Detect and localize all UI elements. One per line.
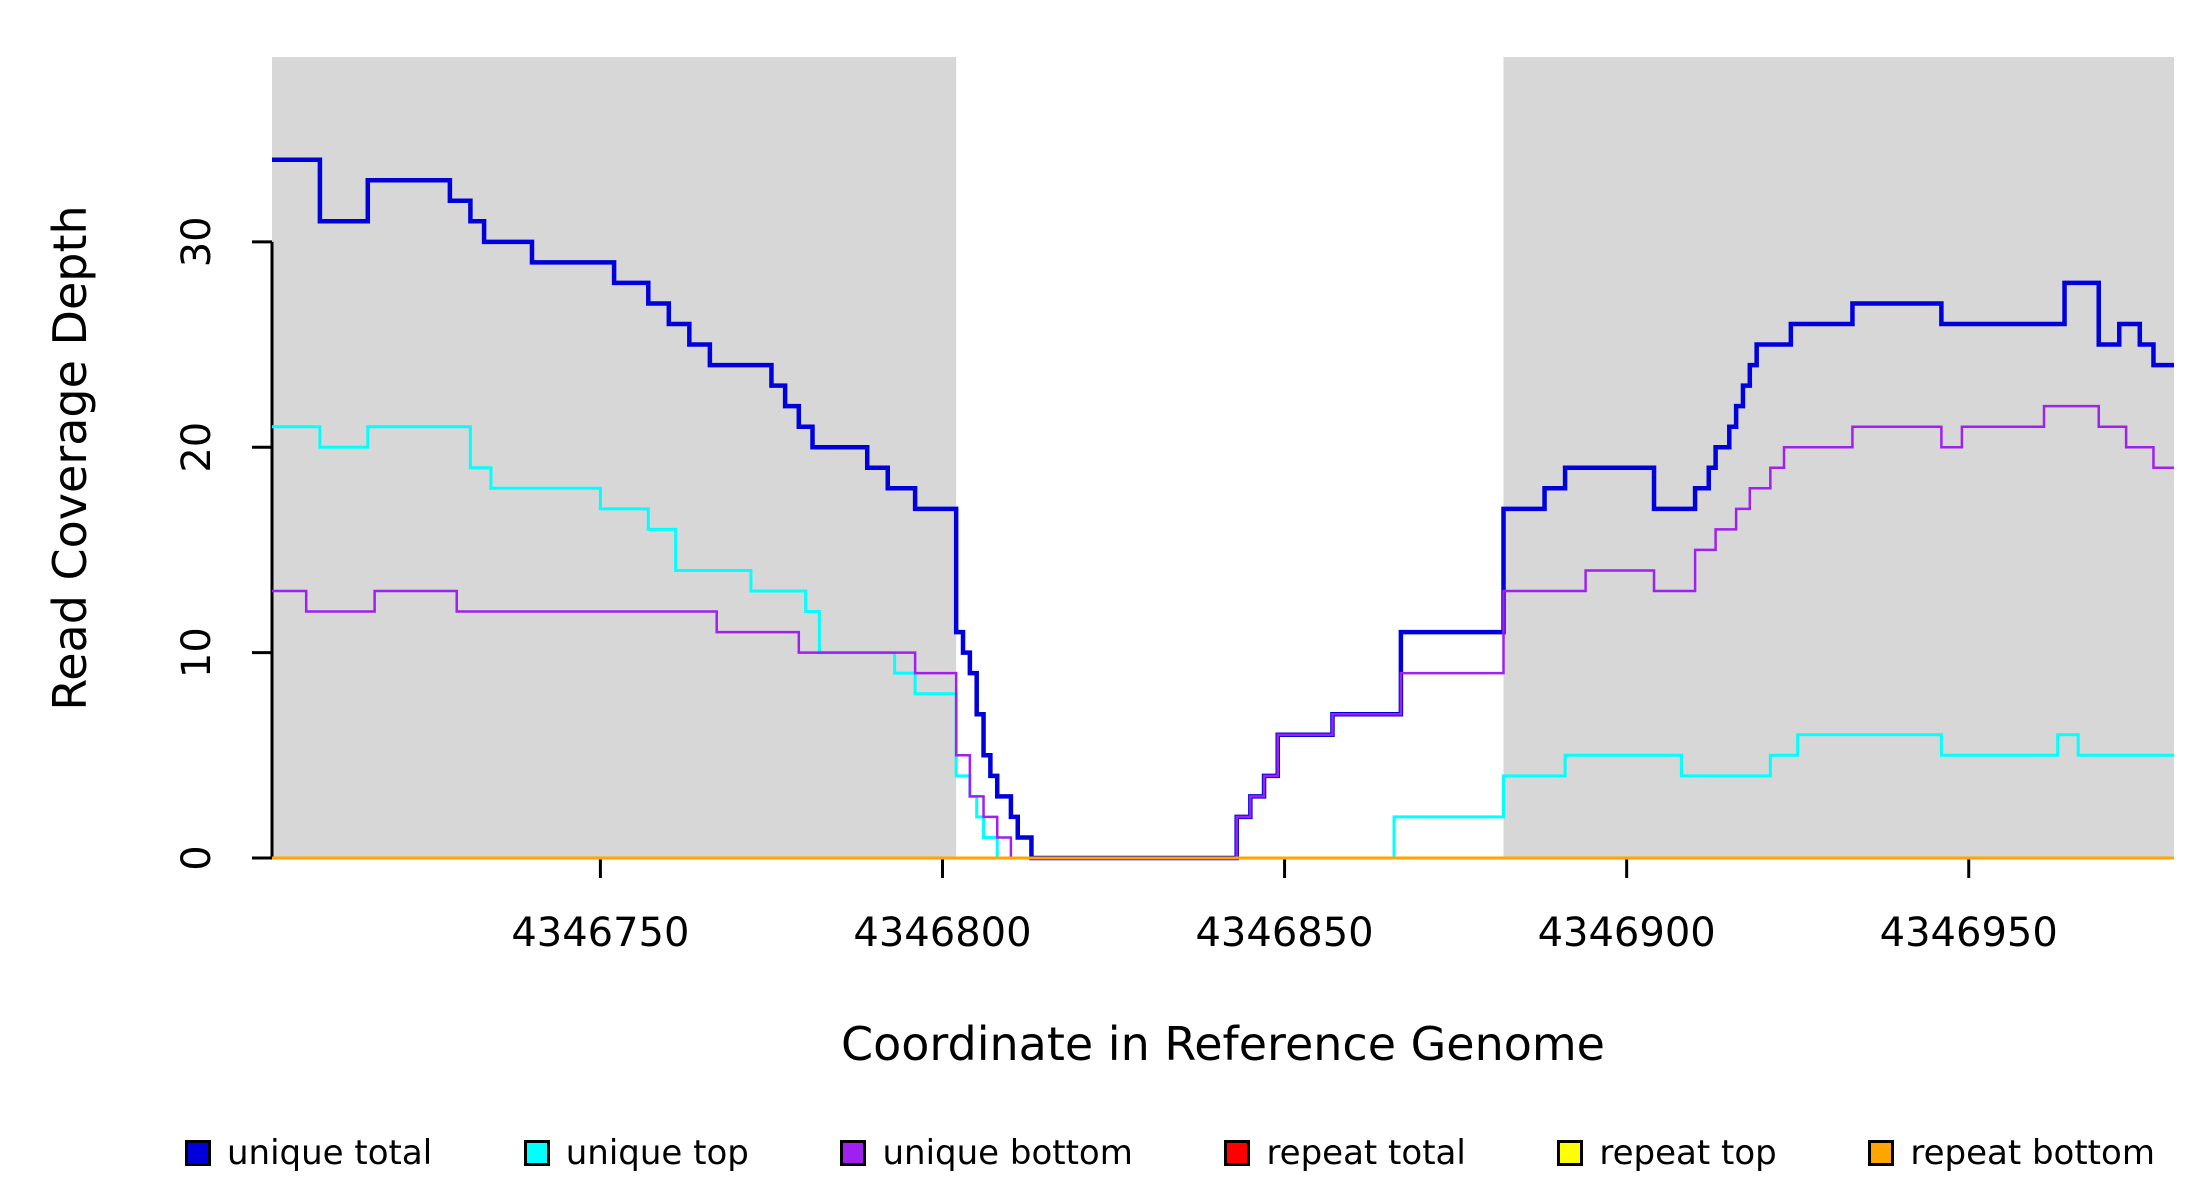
- legend-label: unique top: [565, 1132, 749, 1173]
- x-tick-label: 4346850: [1195, 910, 1373, 956]
- legend-swatch: [1868, 1139, 1895, 1166]
- x-axis-title: Coordinate in Reference Genome: [841, 1017, 1605, 1071]
- legend-label: repeat total: [1266, 1132, 1466, 1173]
- x-tick-label: 4346900: [1538, 910, 1716, 956]
- shaded-region: [272, 57, 957, 858]
- legend-label: repeat top: [1599, 1132, 1777, 1173]
- legend-label: unique bottom: [882, 1132, 1133, 1173]
- legend-label: repeat bottom: [1910, 1132, 2155, 1173]
- series-unique-top: [272, 425, 2174, 860]
- coverage-plot: 4346750 4346800 4346850 4346900 4346950 0 10 20…: [43, 57, 2174, 1071]
- legend-swatch: [840, 1139, 867, 1166]
- legend-label: unique total: [227, 1132, 433, 1173]
- x-tick-label: 4346750: [511, 910, 689, 956]
- series-unique-total: [272, 157, 2174, 861]
- series-unique-bottom: [272, 404, 2174, 860]
- chart-layer: 4346750 4346800 4346850 4346900 4346950 0 10 20…: [174, 57, 2174, 956]
- y-tick-label: 10: [174, 627, 220, 678]
- legend: unique total unique top unique bottom repea…: [0, 1115, 2200, 1190]
- x-tick-label: 4346800: [853, 910, 1031, 956]
- y-tick-label: 30: [174, 216, 220, 267]
- y-tick-label: 20: [174, 422, 220, 473]
- legend-item-unique-bottom: unique bottom: [840, 1132, 1133, 1173]
- y-tick-label: 0: [174, 845, 220, 870]
- legend-item-unique-top: unique top: [523, 1132, 749, 1173]
- legend-item-repeat-total: repeat total: [1224, 1132, 1466, 1173]
- shaded-region: [1503, 57, 2174, 858]
- legend-swatch: [185, 1139, 211, 1166]
- legend-swatch: [1557, 1139, 1584, 1166]
- legend-swatch: [523, 1139, 550, 1166]
- legend-item-unique-total: unique total: [185, 1133, 432, 1173]
- y-axis-title: Read Coverage Depth: [43, 205, 97, 710]
- legend-item-repeat-bottom: repeat bottom: [1868, 1133, 2155, 1173]
- legend-swatch: [1224, 1139, 1251, 1166]
- x-tick-label: 4346950: [1880, 910, 2058, 956]
- legend-item-repeat-top: repeat top: [1557, 1132, 1777, 1173]
